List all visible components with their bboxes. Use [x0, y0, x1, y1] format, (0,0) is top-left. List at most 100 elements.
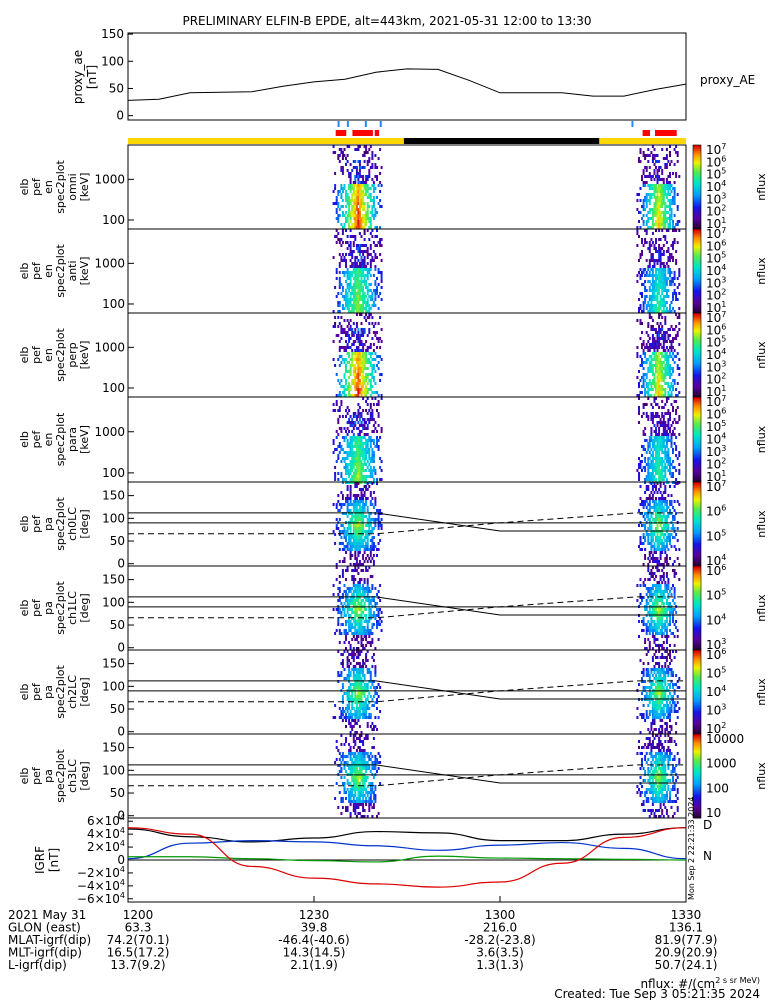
pa-line-dashed [128, 764, 686, 787]
spec-ytick-label: 1000 [94, 340, 125, 354]
colorbar-label: nflux [755, 173, 768, 201]
spec-ylabel-line: elb [18, 684, 31, 701]
ae-panel: proxy_ae [nT] [71, 32, 687, 121]
footer-value: 3.6(3.5) [476, 946, 524, 960]
igrf-series-line [127, 827, 687, 843]
status-black-bar [403, 138, 600, 144]
spec-ylabel-line: spec2plot [54, 497, 67, 551]
spec-ytick-label: 150 [102, 573, 125, 587]
spec-panel-ch1: elb pef pa spec2plot ch1LC [deg] nflux [18, 565, 768, 651]
colorbar-tick-label: 104 [706, 612, 726, 627]
status-red-mark [655, 130, 677, 136]
footer-value: 50.7(24.1) [655, 958, 718, 972]
spec-ytick-label: 100 [102, 297, 125, 311]
colorbar-label: nflux [755, 762, 768, 790]
side-stamp: Mon Sep 2 22:21:33 2024 [687, 797, 696, 901]
spec-ylabel-line: pef [30, 682, 43, 701]
spec-ylabel-line: elb [18, 600, 31, 617]
colorbar-tick-label: 103 [706, 703, 726, 718]
status-blue-mark [337, 121, 340, 127]
spec-panel-ch2: elb pef pa spec2plot ch2LC [deg] nflux [18, 649, 768, 735]
spec-frame [127, 144, 687, 230]
ae-legend: proxy_AE [700, 73, 755, 87]
spec-ylabel-line: en [42, 433, 55, 447]
spec-ylabel-line: [keV] [78, 173, 91, 202]
spec-ylabel-line: en [42, 348, 55, 362]
colorbar-tick-label: 10 [706, 806, 721, 820]
spec-frame [127, 312, 687, 398]
pa-line-upper-trend [375, 512, 686, 532]
chart-title: PRELIMINARY ELFIN-B EPDE, alt=443km, 202… [182, 14, 591, 28]
spec-ylabel-line: spec2plot [54, 665, 67, 719]
spec-ylabel-line: spec2plot [54, 749, 67, 803]
spec-ytick-label: 50 [110, 786, 125, 800]
colorbar-tick-label: 105 [706, 528, 726, 543]
igrf-ylabel-unit: [nT] [47, 848, 61, 872]
spec-ytick-label: 100 [102, 763, 125, 777]
spec-ylabel-line: [deg] [78, 593, 91, 622]
spec-ylabel-line: spec2plot [54, 412, 67, 466]
spec-ytick-label: 0 [117, 557, 125, 571]
footer-value: 216.0 [483, 921, 517, 935]
spec-panel-para: elb pef en spec2plot para [keV] nflux [18, 396, 768, 484]
spec-ytick-label: 0 [117, 809, 125, 823]
igrf-ylabel: IGRF [33, 846, 47, 874]
spec-ylabel-line: pa [42, 769, 55, 783]
spec-frame [127, 481, 687, 567]
spec-ylabel-line: ch3LC [66, 759, 79, 793]
created-note: Created: Tue Sep 3 05:21:35 2024 [554, 987, 760, 1000]
spec-ytick-label: 1000 [94, 172, 125, 186]
spec-ylabel-line: ch1LC [66, 591, 79, 625]
footer-value: 16.5(17.2) [107, 946, 170, 960]
ae-ytick-label: 150 [101, 27, 124, 41]
colorbar-tick-label: 105 [706, 666, 726, 681]
pa-line-dashed [128, 680, 686, 703]
footer-value: 1.3(1.3) [476, 958, 524, 972]
ae-ytick-label: 100 [101, 54, 124, 68]
ae-ylabel-unit: [nT] [85, 65, 99, 89]
footer-value: 13.7(9.2) [110, 958, 165, 972]
spec-panel-ch0: elb pef pa spec2plot ch0LC [deg] nflux [18, 481, 768, 567]
status-blue-mark [631, 121, 634, 127]
spec-ytick-label: 50 [110, 702, 125, 716]
spec-ylabel-line: pa [42, 601, 55, 615]
footer-value: 81.9(77.9) [655, 933, 718, 947]
spec-ytick-label: 150 [102, 657, 125, 671]
spec-ytick-label: 100 [102, 511, 125, 525]
ae-series-line [127, 68, 687, 101]
colorbar-label: nflux [755, 425, 768, 453]
spec-ytick-label: 100 [102, 381, 125, 395]
spec-ylabel-line: pef [30, 345, 43, 364]
spec-ylabel-line: [deg] [78, 509, 91, 538]
footer-value: 1200 [123, 908, 154, 922]
footer-value: 63.3 [125, 921, 152, 935]
spec-ylabel-line: [keV] [78, 341, 91, 370]
footer-value: -28.2(-23.8) [464, 933, 535, 947]
igrf-ytick-label: 2×104 [87, 839, 125, 854]
footer-row-label: L-igrf(dip) [8, 958, 67, 972]
spec-ytick-label: 100 [102, 595, 125, 609]
spec-ylabel-line: pef [30, 261, 43, 280]
pa-line-upper-trend [375, 680, 686, 700]
footer-row-label: MLAT-igrf(dip) [8, 933, 91, 947]
spec-ylabel-line: pef [30, 177, 43, 196]
spec-frame [127, 396, 687, 483]
spec-ylabel-line: elb [18, 263, 31, 280]
status-red-mark [642, 130, 651, 136]
colorbar-tick-label: 105 [706, 588, 726, 603]
igrf-ytick-label: −6×104 [77, 891, 125, 906]
status-red-mark [352, 130, 373, 136]
spec-ytick-label: 100 [102, 679, 125, 693]
status-bars [128, 121, 686, 144]
footer-value: 2.1(1.9) [290, 958, 338, 972]
colorbar-tick-label: 10000 [706, 732, 744, 746]
colorbar [692, 733, 702, 819]
igrf-series-line [127, 827, 687, 888]
spec-ylabel-line: elb [18, 179, 31, 196]
footer-value: 1230 [299, 908, 330, 922]
colorbar-label: nflux [755, 678, 768, 706]
spec-panel-anti: elb pef en spec2plot anti [keV] nflux [18, 228, 768, 314]
spec-ylabel-line: pa [42, 517, 55, 531]
spec-ylabel-line: para [66, 427, 79, 452]
spec-ytick-label: 1000 [94, 256, 125, 270]
